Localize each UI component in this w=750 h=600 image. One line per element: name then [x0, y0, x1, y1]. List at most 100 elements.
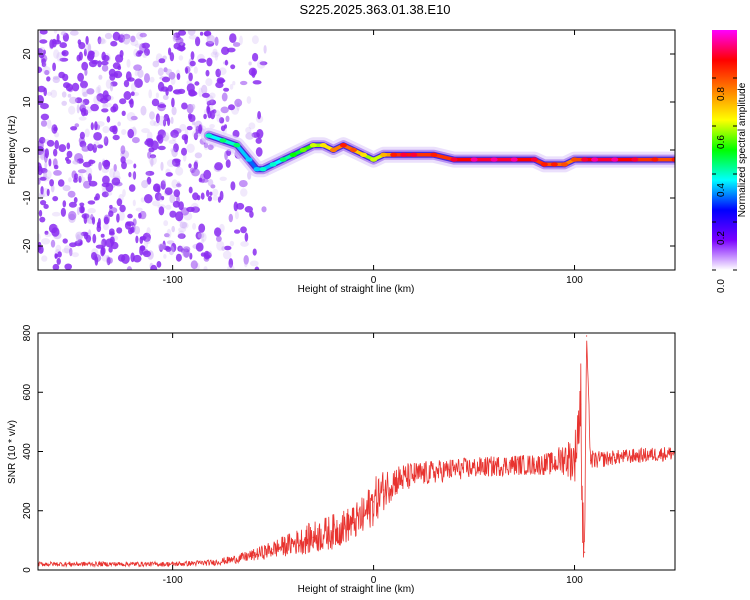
- colorbar-tick-label: 0.6: [716, 135, 727, 149]
- noise-blob: [100, 246, 106, 256]
- noise-blob: [83, 214, 88, 225]
- noise-blob: [72, 160, 80, 165]
- noise-blob: [76, 104, 80, 114]
- noise-blob: [198, 177, 203, 183]
- noise-blob: [41, 238, 51, 245]
- noise-blob: [234, 98, 243, 107]
- noise-blob: [208, 99, 217, 106]
- noise-blob: [126, 266, 133, 270]
- noise-blob: [203, 143, 209, 151]
- noise-blob: [203, 266, 208, 270]
- noise-blob: [101, 108, 109, 113]
- noise-blob: [139, 236, 144, 244]
- spectrogram-y-ticks: -20 -10 0 10 20: [22, 48, 675, 253]
- noise-blob: [224, 59, 228, 66]
- noise-blob: [209, 92, 216, 99]
- noise-blob: [109, 236, 115, 245]
- noise-blob: [219, 117, 225, 124]
- noise-blob: [181, 102, 188, 110]
- colorbar-ticks: 0.0 0.2 0.4 0.6 0.8: [712, 77, 737, 293]
- ridge-point: [219, 138, 227, 143]
- ridge-point: [530, 157, 538, 162]
- noise-blob: [90, 103, 99, 112]
- noise-blob: [240, 80, 248, 86]
- noise-blob: [67, 93, 72, 98]
- noise-blob: [198, 87, 203, 98]
- ridge-point: [430, 152, 438, 157]
- snr-data-point: [252, 554, 254, 556]
- noise-blob: [212, 48, 218, 55]
- noise-blob: [102, 126, 110, 134]
- snr-y-ticks: 0 200 400 600 800: [22, 324, 675, 573]
- colorbar-tick-label: 0.4: [716, 183, 727, 197]
- noise-blob: [164, 187, 173, 195]
- noise-blob: [40, 120, 48, 127]
- noise-blob: [84, 128, 90, 138]
- figure-title: S225.2025.363.01.38.E10: [299, 2, 450, 17]
- noise-blob: [166, 228, 172, 239]
- noise-blob: [165, 204, 172, 210]
- noise-blob: [95, 244, 104, 249]
- noise-blob: [69, 96, 78, 104]
- ridge-segment: [432, 153, 456, 162]
- snr-y-label: SNR (10 * v/v): [7, 420, 18, 484]
- noise-blob: [128, 99, 134, 105]
- noise-blob: [193, 66, 198, 74]
- noise-blob: [92, 143, 97, 153]
- noise-blob: [44, 161, 48, 169]
- noise-blob: [83, 180, 91, 189]
- noise-blob: [251, 35, 259, 45]
- noise-blob: [161, 76, 171, 83]
- noise-blob: [146, 131, 153, 141]
- noise-blob: [207, 144, 214, 151]
- x-tick-label: 100: [566, 275, 583, 286]
- noise-blob: [112, 31, 121, 41]
- noise-blob: [197, 232, 205, 239]
- snr-data-point: [212, 562, 214, 564]
- noise-blob: [162, 94, 169, 101]
- snr-data-point: [590, 459, 592, 461]
- noise-blob: [234, 211, 239, 220]
- snr-data-point: [131, 563, 133, 565]
- noise-blob: [175, 37, 184, 44]
- noise-blob: [225, 159, 231, 168]
- noise-blob: [206, 57, 213, 67]
- noise-blob: [146, 171, 151, 177]
- noise-blob: [162, 179, 167, 185]
- noise-blob: [102, 103, 106, 108]
- noise-blob: [248, 122, 256, 130]
- noise-blob: [150, 264, 158, 270]
- noise-blob: [120, 145, 126, 155]
- noise-blob: [147, 151, 152, 159]
- noise-blob: [76, 173, 84, 179]
- noise-blob: [187, 30, 196, 36]
- noise-blob: [66, 142, 71, 150]
- noise-blob: [193, 161, 198, 170]
- noise-blob: [208, 250, 212, 256]
- noise-blob: [86, 212, 91, 222]
- noise-blob: [255, 147, 263, 157]
- noise-blob: [192, 129, 201, 139]
- noise-blob: [81, 61, 89, 71]
- noise-blob: [175, 166, 184, 176]
- noise-blob: [176, 73, 181, 80]
- noise-blob: [130, 39, 139, 46]
- x-tick-label: 0: [371, 275, 377, 286]
- noise-blob: [55, 244, 62, 254]
- noise-blob: [60, 31, 67, 36]
- noise-blob: [50, 184, 55, 193]
- noise-blob: [46, 91, 53, 96]
- snr-data-point: [292, 542, 294, 544]
- noise-blob: [108, 207, 118, 214]
- noise-blob: [158, 58, 166, 64]
- noise-blob: [118, 211, 125, 221]
- noise-blob: [105, 79, 112, 89]
- noise-blob: [166, 159, 176, 168]
- noise-blob: [69, 30, 79, 36]
- noise-blob: [185, 67, 189, 74]
- noise-blob: [186, 125, 193, 131]
- noise-blob: [42, 61, 48, 68]
- noise-blob: [225, 115, 230, 123]
- noise-blob: [97, 36, 102, 45]
